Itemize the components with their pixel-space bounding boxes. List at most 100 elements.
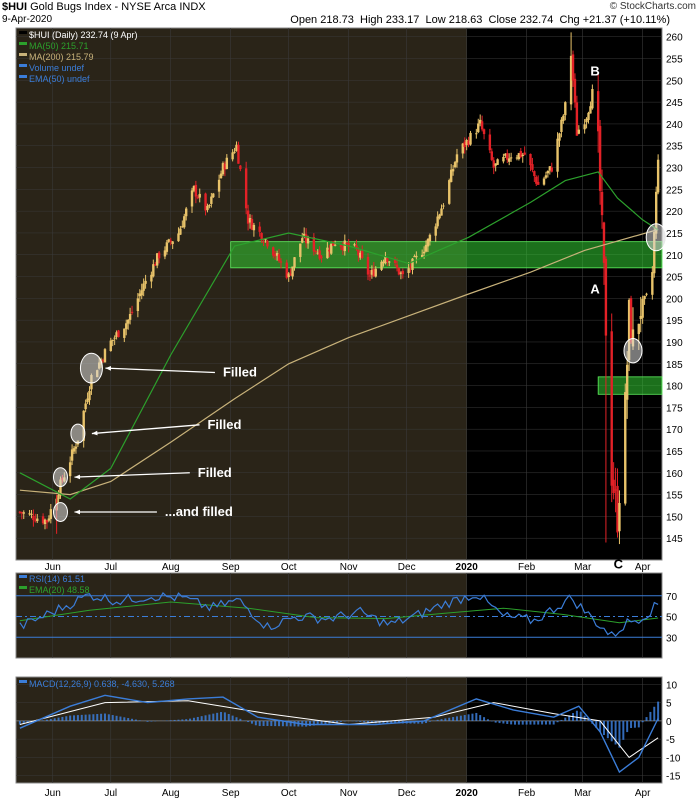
candle-body <box>428 234 432 242</box>
candle-body <box>43 519 47 525</box>
price-y-tick-label: 205 <box>666 273 683 284</box>
candle-body <box>185 208 188 217</box>
price-legend-swatch <box>19 31 27 34</box>
price-y-tick-label: 245 <box>666 98 683 109</box>
candle-body <box>316 252 319 254</box>
gap-circle-4 <box>52 502 68 522</box>
macd-hist-bar <box>312 720 315 726</box>
candle-body <box>190 190 194 207</box>
macd-hist-bar <box>343 720 346 722</box>
macd-hist-bar <box>614 720 617 745</box>
macd-hist-bar <box>537 720 540 725</box>
macd-hist-bar <box>552 720 555 725</box>
chg-label: Chg <box>559 14 580 26</box>
annotation-b: B <box>590 64 599 79</box>
macd-y-tick-label: 0 <box>666 717 672 728</box>
macd-hist-bar <box>119 716 122 721</box>
candle-body <box>277 254 281 262</box>
macd-hist-bar <box>247 720 250 723</box>
macd-hist-bar <box>204 715 207 721</box>
rsi-y-tick-label: 70 <box>666 592 678 603</box>
candle-body <box>533 171 536 177</box>
macd-hist-bar <box>107 714 110 721</box>
candle-body <box>531 164 534 170</box>
candle-body <box>345 242 348 245</box>
candle-body <box>415 255 418 258</box>
macd-hist-bar <box>84 714 87 721</box>
candle-body <box>509 157 513 159</box>
macd-hist-bar <box>26 720 29 724</box>
candle-body <box>154 264 157 266</box>
price-y-tick-label: 215 <box>666 229 683 240</box>
candle-body <box>515 157 519 159</box>
macd-hist-bar <box>88 714 91 721</box>
candle-body <box>616 485 619 533</box>
macd-hist-bar <box>475 712 478 721</box>
macd-hist-bar <box>181 719 184 721</box>
macd-hist-bar <box>270 720 273 727</box>
macd-hist-bar <box>138 720 141 721</box>
annotation-arrow <box>91 424 200 435</box>
x-tick-label-bottom: Jul <box>104 788 117 799</box>
macd-hist-bar <box>45 719 48 721</box>
macd-hist-bar <box>363 720 366 723</box>
macd-hist-bar <box>150 720 153 722</box>
candle-body <box>366 256 370 275</box>
candle-body <box>258 226 261 232</box>
macd-hist-bar <box>367 720 370 723</box>
rsi-bg-2019 <box>16 573 467 658</box>
candle-body <box>399 272 403 274</box>
candle-body <box>330 243 333 254</box>
macd-hist-bar <box>560 719 563 721</box>
candle-body <box>370 270 374 275</box>
macd-hist-bar <box>471 713 474 721</box>
candle-body <box>59 479 62 496</box>
candle-body <box>306 238 310 244</box>
x-tick-label-bottom: Oct <box>281 788 297 799</box>
candle-body <box>583 124 586 130</box>
index-name: Gold Bugs Index - NYSE Arca <box>30 1 177 13</box>
macd-hist-bar <box>649 711 652 721</box>
candle-body <box>266 240 269 247</box>
x-tick-label-top: Apr <box>635 562 651 573</box>
macd-hist-bar <box>506 720 509 724</box>
macd-hist-bar <box>196 716 199 721</box>
macd-hist-bar <box>440 719 443 721</box>
macd-hist-bar <box>254 720 257 726</box>
macd-hist-bar <box>444 718 447 721</box>
macd-hist-bar <box>467 714 470 721</box>
price-y-tick-label: 170 <box>666 425 683 436</box>
x-tick-label-bottom: Nov <box>340 788 358 799</box>
price-y-tick-label: 175 <box>666 403 683 414</box>
candle-body <box>273 254 277 257</box>
candle-body <box>68 462 72 477</box>
price-y-tick-label: 145 <box>666 534 683 545</box>
candle-body <box>291 266 294 277</box>
gap-circle-3 <box>52 467 68 488</box>
open-label: Open <box>290 14 318 26</box>
macd-hist-bar <box>425 720 428 724</box>
candle-body <box>301 238 304 243</box>
x-tick-label-bottom: Feb <box>518 788 536 799</box>
macd-hist-bar <box>564 717 567 721</box>
candle-body <box>504 153 507 156</box>
macd-hist-bar <box>76 715 79 721</box>
annotation-c: C <box>614 556 624 571</box>
macd-hist-bar <box>231 715 234 721</box>
candle-body <box>467 140 470 145</box>
candle-body <box>612 479 615 494</box>
candle-body <box>637 323 640 335</box>
macd-hist-bar <box>618 720 621 748</box>
price-y-tick-label: 235 <box>666 142 683 153</box>
candle-body <box>49 509 53 519</box>
rsi-legend-swatch <box>19 586 27 589</box>
candle-body <box>374 268 377 277</box>
macd-hist-bar <box>239 718 242 721</box>
x-tick-label-bottom: Aug <box>162 788 180 799</box>
candle-body <box>210 196 213 204</box>
macd-hist-bar <box>556 720 559 723</box>
candle-body <box>264 239 267 241</box>
candle-body <box>57 494 60 500</box>
candle-body <box>41 516 45 524</box>
candle-body <box>34 520 37 522</box>
